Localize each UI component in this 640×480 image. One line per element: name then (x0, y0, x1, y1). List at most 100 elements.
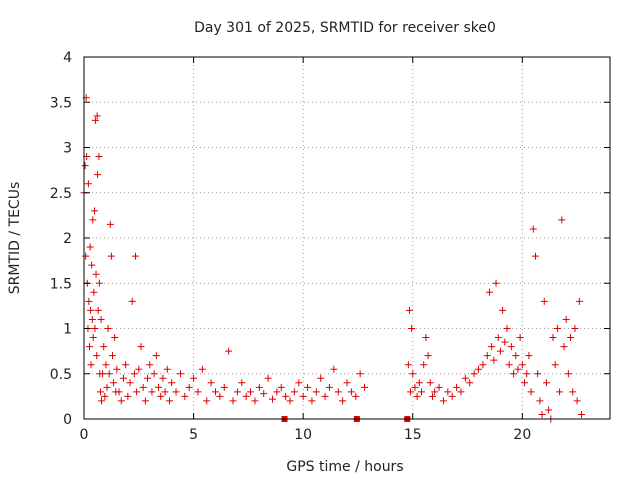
data-point (475, 365, 482, 373)
data-point (553, 325, 561, 332)
data-point (525, 352, 533, 360)
data-point (407, 388, 415, 396)
data-point (161, 388, 169, 396)
data-point (130, 370, 138, 378)
data-point (567, 334, 575, 342)
data-point (122, 361, 130, 369)
data-point (98, 397, 106, 405)
data-point (126, 379, 134, 387)
data-point (428, 392, 436, 400)
y-axis-label: SRMTID / TECUs (7, 182, 23, 295)
data-point (290, 388, 298, 396)
y-tick-label: 4 (63, 50, 72, 66)
y-tick-label: 1.5 (50, 276, 72, 292)
data-point (268, 395, 276, 403)
data-point (529, 225, 537, 233)
data-point (104, 325, 112, 332)
data-point (457, 388, 465, 396)
y-tick-label: 1 (63, 322, 72, 338)
data-point (103, 383, 111, 391)
data-point (92, 270, 100, 278)
data-point (516, 334, 524, 342)
data-point (181, 392, 189, 400)
data-point (148, 388, 156, 396)
data-point (105, 370, 113, 378)
data-point (499, 306, 507, 314)
data-point (89, 334, 97, 342)
data-point (81, 162, 89, 170)
data-point (439, 397, 447, 405)
y-tick-label: 3 (63, 141, 72, 157)
data-point (95, 279, 103, 287)
data-point (536, 397, 544, 405)
data-point (569, 388, 577, 396)
data-point (286, 397, 294, 405)
data-point (255, 383, 263, 391)
data-point (135, 365, 143, 373)
data-point (538, 410, 546, 418)
data-point (93, 112, 101, 120)
data-point (299, 392, 307, 400)
data-point (503, 325, 511, 332)
data-point (549, 334, 557, 342)
data-point (99, 370, 107, 378)
data-point (94, 171, 102, 179)
data-point (146, 361, 154, 369)
data-point (108, 352, 116, 360)
data-point (422, 334, 430, 342)
data-point (106, 220, 114, 228)
data-point (512, 352, 520, 360)
data-point (91, 325, 99, 332)
data-point (571, 325, 579, 332)
data-point (198, 365, 206, 373)
data-point (95, 153, 103, 161)
plot-frame (83, 56, 611, 420)
x-tick-label: 15 (404, 427, 422, 443)
data-point (479, 361, 487, 369)
data-point (117, 397, 125, 405)
data-point (490, 356, 498, 364)
data-point (172, 388, 180, 396)
data-point (168, 379, 176, 387)
data-point (312, 388, 320, 396)
data-point (461, 374, 469, 382)
data-point (415, 379, 423, 387)
x-tick-labels: 0 5 10 15 20 (80, 427, 532, 443)
data-point (507, 343, 515, 351)
data-point (420, 361, 428, 369)
data-point (163, 365, 171, 373)
data-point (176, 370, 184, 378)
data-point (137, 343, 145, 351)
data-point (119, 374, 127, 382)
data-point (84, 180, 92, 188)
data-point (488, 343, 496, 351)
data-point (424, 352, 432, 360)
data-point (575, 297, 583, 305)
data-point (527, 388, 535, 396)
data-point (542, 379, 550, 387)
data-point (578, 410, 586, 418)
data-point (494, 334, 502, 342)
data-point (518, 361, 526, 369)
data-point (444, 388, 452, 396)
data-point (185, 383, 193, 391)
axis-ticks (83, 56, 610, 420)
data-point (496, 347, 504, 355)
y-tick-label: 2.5 (50, 186, 72, 202)
data-point (88, 315, 96, 323)
data-point (233, 388, 241, 396)
data-point (150, 370, 158, 378)
data-point (558, 216, 566, 224)
data-point (356, 370, 364, 378)
data-point (94, 306, 102, 314)
data-point (521, 379, 529, 387)
y-tick-label: 3.5 (50, 95, 72, 111)
data-point (212, 388, 219, 396)
data-point (409, 370, 417, 378)
data-point (90, 288, 98, 296)
data-point (334, 388, 342, 396)
data-point (562, 315, 570, 323)
data-point (573, 397, 581, 405)
data-point (152, 352, 160, 360)
